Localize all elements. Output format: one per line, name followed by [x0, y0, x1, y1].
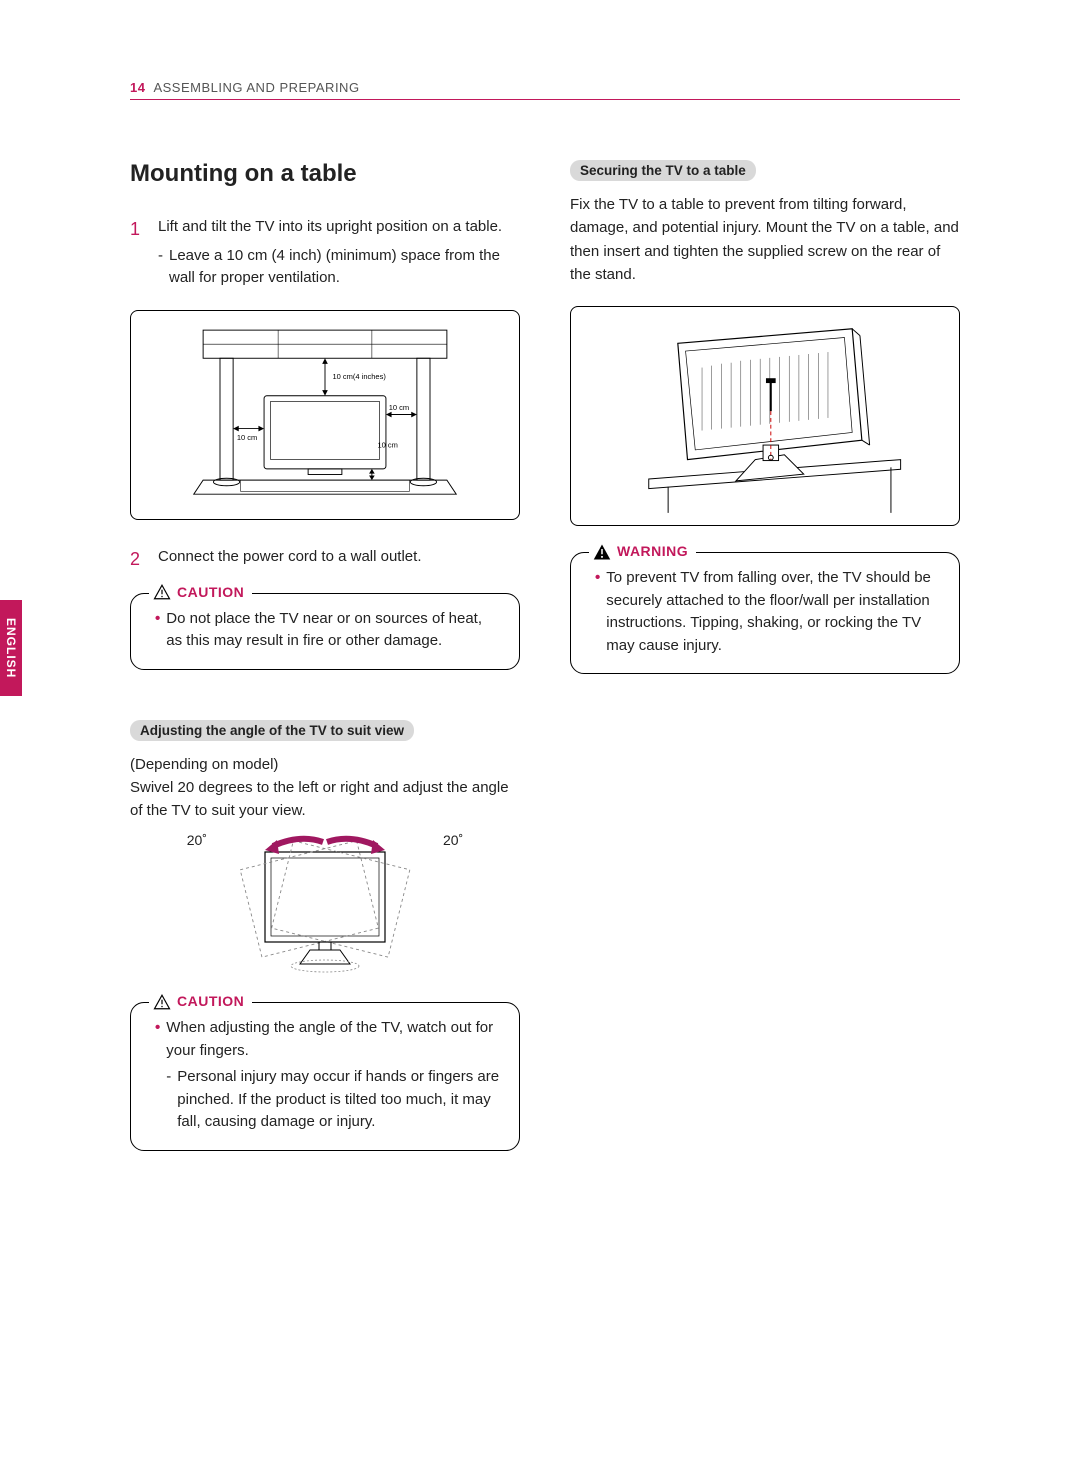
caution-icon: [153, 993, 171, 1011]
caution-label: CAUTION: [177, 582, 244, 603]
caution-box-1: CAUTION • Do not place the TV near or on…: [130, 593, 520, 670]
header-section-title: ASSEMBLING AND PREPARING: [153, 80, 359, 95]
caution-title: CAUTION: [149, 991, 252, 1012]
step-2: 2 Connect the power cord to a wall outle…: [130, 546, 520, 573]
adjust-note: (Depending on model) Swivel 20 degrees t…: [130, 753, 520, 823]
section-title: Mounting on a table: [130, 160, 520, 188]
diagram-label-bottom: 10 cm: [378, 440, 398, 449]
step-number: 2: [130, 546, 146, 573]
adjust-text: Swivel 20 degrees to the left or right a…: [130, 779, 509, 819]
warning-box: WARNING • To prevent TV from falling ove…: [570, 552, 960, 674]
angle-left-label: 20˚: [187, 832, 207, 848]
step-2-text: Connect the power cord to a wall outlet.: [158, 548, 421, 565]
dash: -: [166, 1066, 171, 1134]
left-column: Mounting on a table 1 Lift and tilt the …: [130, 160, 520, 1151]
page-content: 14 ASSEMBLING AND PREPARING Mounting on …: [0, 0, 1080, 1211]
diagram-label-right: 10 cm: [389, 403, 409, 412]
right-column: Securing the TV to a table Fix the TV to…: [570, 160, 960, 1151]
caution-2-subtext: Personal injury may occur if hands or fi…: [177, 1066, 501, 1134]
caution-box-2: CAUTION • When adjusting the angle of th…: [130, 1002, 520, 1151]
caution-label: CAUTION: [177, 991, 244, 1012]
angle-right-label: 20˚: [443, 832, 463, 848]
warning-text: To prevent TV from falling over, the TV …: [606, 567, 941, 657]
dash: -: [158, 245, 163, 290]
diagram-secure-tv: [570, 306, 960, 526]
step-1-text: Lift and tilt the TV into its upright po…: [158, 218, 502, 235]
diagram-label-top: 10 cm(4 inches): [333, 372, 387, 381]
diagram-label-left: 10 cm: [237, 433, 257, 442]
diagram-ventilation: 10 cm(4 inches) 10 cm 10 cm 10 cm: [130, 310, 520, 520]
caution-1-text: Do not place the TV near or on sources o…: [166, 608, 501, 653]
page-number: 14: [130, 80, 145, 95]
warning-icon: [593, 543, 611, 561]
step-1-subtext: Leave a 10 cm (4 inch) (minimum) space f…: [169, 245, 520, 290]
caution-2-text: When adjusting the angle of the TV, watc…: [166, 1019, 493, 1059]
secure-text: Fix the TV to a table to prevent from ti…: [570, 193, 960, 286]
step-1: 1 Lift and tilt the TV into its upright …: [130, 216, 520, 290]
diagram-swivel: 20˚: [130, 832, 520, 982]
subsection-pill-secure: Securing the TV to a table: [570, 160, 756, 181]
page-header: 14 ASSEMBLING AND PREPARING: [130, 80, 960, 100]
step-number: 1: [130, 216, 146, 290]
bullet-icon: •: [155, 608, 160, 653]
warning-label: WARNING: [617, 541, 688, 562]
bullet-icon: •: [595, 567, 600, 657]
warning-title: WARNING: [589, 541, 696, 562]
bullet-icon: •: [155, 1017, 160, 1134]
caution-title: CAUTION: [149, 582, 252, 603]
subsection-pill-adjust: Adjusting the angle of the TV to suit vi…: [130, 720, 414, 741]
caution-icon: [153, 583, 171, 601]
